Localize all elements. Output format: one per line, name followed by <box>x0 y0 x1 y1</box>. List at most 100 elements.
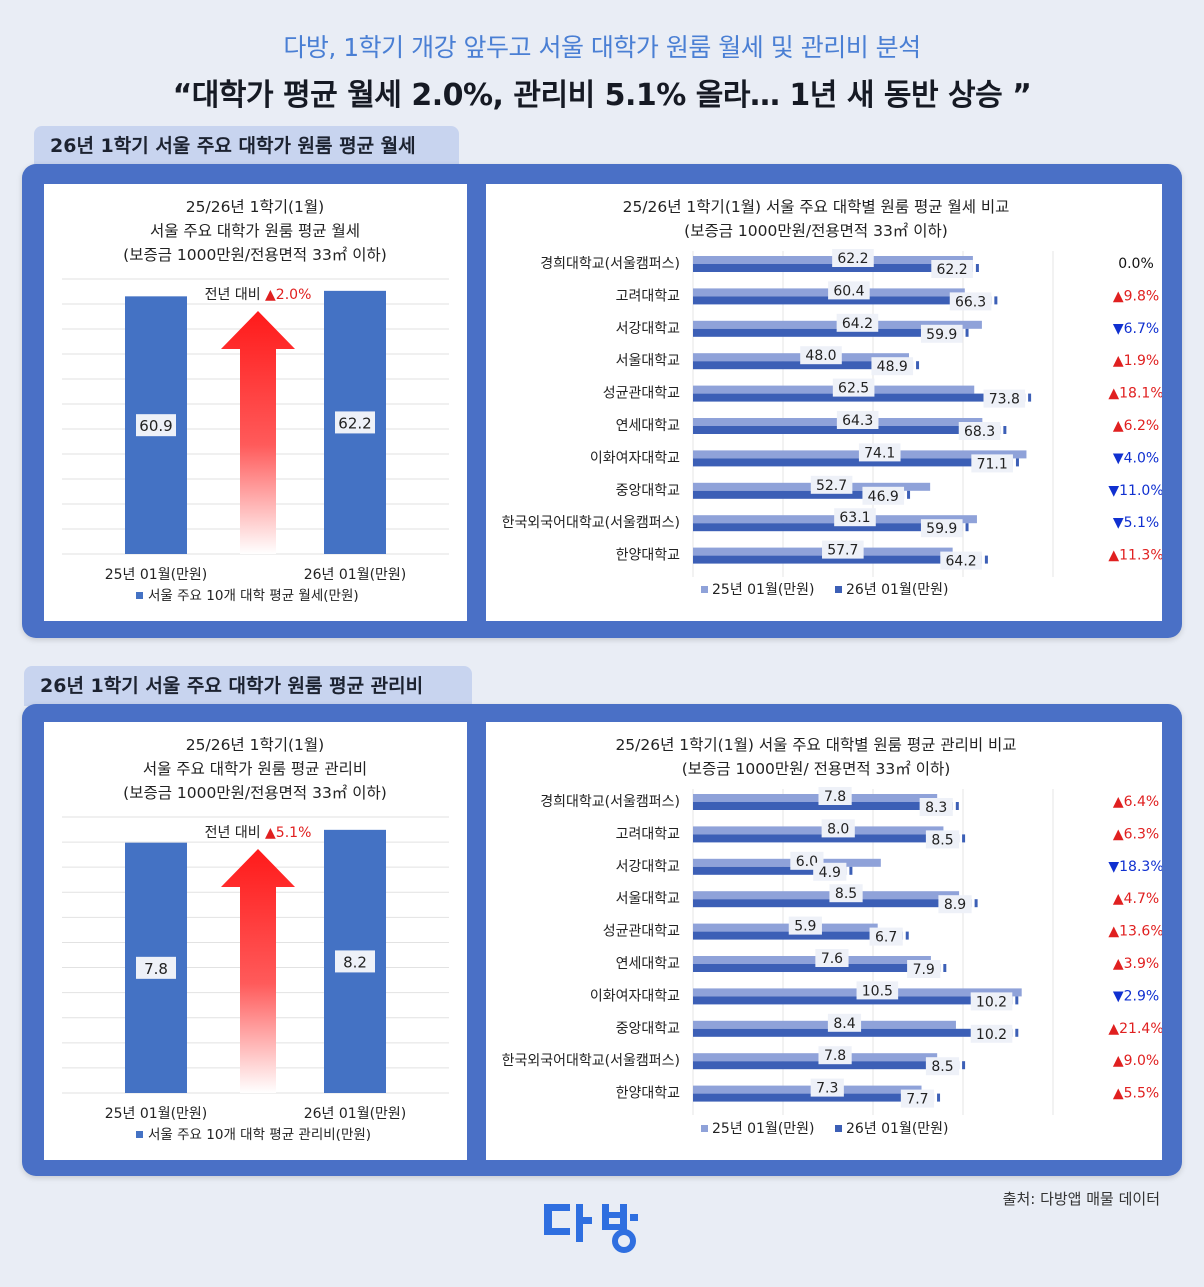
university-label: 한국외국어대학교(서울캠퍼스) <box>502 515 680 531</box>
value-label-2026-bg <box>869 927 903 946</box>
university-label: 성균관대학교 <box>603 386 680 402</box>
value-label-2025-bg <box>818 1046 852 1065</box>
yoy-change: ▲2.0% <box>265 287 311 303</box>
university-label: 중앙대학교 <box>616 483 681 499</box>
change-label: ▲9.8% <box>1113 288 1159 304</box>
change-label: ▼4.0% <box>1113 450 1159 466</box>
value-label-2025-bg <box>818 787 852 805</box>
value-label-2026: 6.7 <box>875 930 897 946</box>
value-label-2026: 59.9 <box>926 327 957 343</box>
bar-2025 <box>693 923 878 932</box>
value-label-2026-bg <box>970 992 1013 1011</box>
bar-2026-tick <box>994 296 998 305</box>
bar-2026 <box>693 490 905 499</box>
chart-title-line: 25/26년 1학기(1월) 서울 주요 대학별 원룸 평균 관리비 비교 <box>615 736 1016 754</box>
bar-2026-tick <box>905 931 909 940</box>
value-label-2025: 63.1 <box>839 510 870 526</box>
change-label: 0.0% <box>1118 256 1154 272</box>
fee-summary-chart: 25/26년 1학기(1월) 서울 주요 대학가 원룸 평균 관리비 (보증금 10… <box>62 736 449 1143</box>
legend-swatch-2025 <box>701 1125 708 1132</box>
bar-2026-tick <box>962 1061 966 1070</box>
bar-2026-tick <box>962 834 966 843</box>
yoy-label: 전년 대비 <box>205 287 265 303</box>
legend-label-2026: 26년 01월(만원) <box>846 582 949 598</box>
value-label-2025: 7.8 <box>824 1048 846 1064</box>
value-label-2025-bg <box>800 346 842 365</box>
bar-2025 <box>693 858 881 867</box>
legend-swatch <box>136 592 143 599</box>
bar-2026-tick <box>943 964 947 972</box>
page-header: 다방, 1학기 개강 앞두고 서울 대학가 원룸 월세 및 관리비 분석 “대학… <box>0 28 1204 114</box>
legend-label: 서울 주요 10개 대학 평균 월세(만원) <box>148 588 359 604</box>
change-label: ▼2.9% <box>1113 988 1159 1004</box>
value-label-2025: 62.5 <box>838 381 869 397</box>
bar-2025 <box>693 891 960 900</box>
legend-swatch <box>136 1131 143 1138</box>
value-label-2025: 10.5 <box>862 983 893 999</box>
university-label: 중앙대학교 <box>616 1021 681 1037</box>
value-label-2026-bg <box>971 454 1013 473</box>
university-label: 고려대학교 <box>616 826 681 842</box>
trend-up-arrow <box>221 311 295 554</box>
value-label-2025: 8.4 <box>833 1016 855 1032</box>
bar-2026 <box>693 523 963 532</box>
bar-2026-tick <box>955 802 959 810</box>
chart-title-line: (보증금 1000만원/전용면적 33㎡ 이하) <box>123 784 387 802</box>
bar-2026 <box>693 931 903 940</box>
bar-2026 <box>693 296 992 305</box>
category-label: 26년 01월(만원) <box>304 567 407 583</box>
bar-2026 <box>693 458 1013 467</box>
value-label-2026: 59.9 <box>926 521 957 537</box>
summary-value-label: 7.8 <box>144 960 168 978</box>
bar-2025 <box>693 956 931 964</box>
yoy-annotation: 전년 대비 ▲5.1% <box>205 825 312 841</box>
value-label-2026: 7.7 <box>906 1092 928 1108</box>
bar-2026 <box>693 802 953 810</box>
chart-title-line: (보증금 1000만원/전용면적 33㎡ 이하) <box>123 246 387 264</box>
yoy-change: ▲5.1% <box>265 825 311 841</box>
change-label: ▲9.0% <box>1113 1053 1159 1069</box>
university-label: 한국외국어대학교(서울캠퍼스) <box>502 1053 680 1069</box>
yoy-annotation: 전년 대비 ▲2.0% <box>205 287 312 303</box>
value-label-2026-bg <box>958 422 1001 440</box>
value-label-2026: 48.9 <box>877 359 908 375</box>
university-label: 서울대학교 <box>616 891 681 907</box>
value-label-2025: 48.0 <box>805 348 836 364</box>
university-label: 경희대학교(서울캠퍼스) <box>540 256 680 272</box>
dabang-logo <box>540 1198 664 1258</box>
value-label-2025: 74.1 <box>864 445 895 461</box>
value-label-2025-bg <box>834 508 876 527</box>
value-label-2026-bg <box>813 862 847 881</box>
page-headline: “대학가 평균 월세 2.0%, 관리비 5.1% 올라… 1년 새 동반 상승… <box>172 78 1032 113</box>
value-label-2026: 73.8 <box>989 392 1020 408</box>
change-label: ▲21.4% <box>1108 1021 1162 1037</box>
value-label-2026: 68.3 <box>964 424 995 440</box>
change-label: ▼11.0% <box>1108 483 1162 499</box>
value-label-2025: 5.9 <box>794 919 816 935</box>
value-label-2025-bg <box>832 249 874 267</box>
fee-compare-chart: 25/26년 1학기(1월) 서울 주요 대학별 원룸 평균 관리비 비교 (보증… <box>502 736 1162 1137</box>
change-label: ▼6.7% <box>1113 321 1159 337</box>
value-label-2025-bg <box>856 981 899 1000</box>
value-label-2025: 8.0 <box>827 821 849 837</box>
fee-summary-panel: 25/26년 1학기(1월) 서울 주요 대학가 원룸 평균 관리비 (보증금 10… <box>44 722 467 1160</box>
source-note: 출처: 다방앱 매물 데이터 <box>1002 1190 1160 1208</box>
fee-section-frame: 25/26년 1학기(1월) 서울 주요 대학가 원룸 평균 관리비 (보증금 10… <box>22 704 1182 1176</box>
legend-label: 서울 주요 10개 대학 평균 관리비(만원) <box>148 1127 371 1143</box>
bar-2026 <box>693 1028 1013 1037</box>
university-label: 서강대학교 <box>616 859 681 875</box>
value-label-2025-bg <box>788 916 822 935</box>
value-label-2025-bg <box>828 281 870 300</box>
university-label: 한양대학교 <box>616 548 681 564</box>
value-label-2026-bg <box>925 1057 960 1076</box>
bar-2026 <box>693 964 941 972</box>
legend-label-2025: 25년 01월(만원) <box>712 582 815 598</box>
rent-compare-panel: 25/26년 1학기(1월) 서울 주요 대학별 원룸 평균 월세 비교 (보증금… <box>486 184 1162 621</box>
value-label-2026: 10.2 <box>976 994 1007 1010</box>
value-label-2025-bg <box>810 1078 844 1097</box>
value-label-2025: 60.4 <box>833 283 864 299</box>
value-label-2025: 62.2 <box>837 251 868 267</box>
bar-2026 <box>693 328 963 337</box>
bar-2026 <box>693 996 1013 1005</box>
bar-2026 <box>693 834 960 843</box>
